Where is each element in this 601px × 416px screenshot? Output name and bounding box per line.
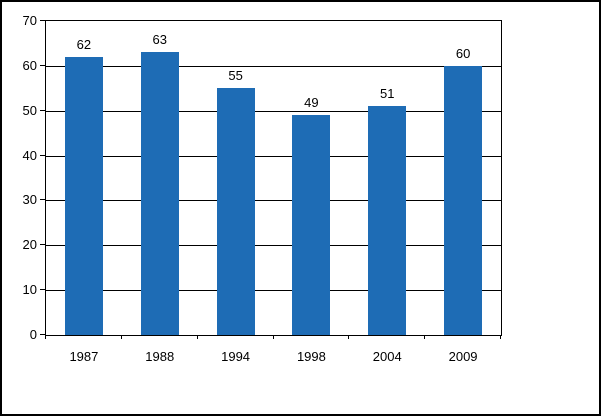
bar-value-label-1987: 62 <box>76 36 92 52</box>
gridline-40 <box>46 155 501 157</box>
bar-value-label-1998: 49 <box>304 95 319 111</box>
y-tick-label-30: 30 <box>22 192 37 208</box>
x-tick-1 <box>120 335 122 339</box>
y-tick-20 <box>40 244 45 246</box>
bar-2004 <box>368 106 407 335</box>
x-tick-4 <box>348 335 350 339</box>
y-tick-label-40: 40 <box>22 147 37 163</box>
gridline-50 <box>46 110 501 112</box>
y-tick-label-60: 60 <box>22 57 37 73</box>
x-tick-label-1998: 1998 <box>296 349 326 364</box>
y-tick-10 <box>40 289 45 291</box>
bar-value-label-1994: 55 <box>228 68 243 84</box>
y-tick-60 <box>40 64 45 66</box>
x-tick-5 <box>424 335 426 339</box>
y-tick-label-0: 0 <box>29 327 37 342</box>
bar-value-label-2009: 60 <box>455 45 471 61</box>
y-tick-label-70: 70 <box>22 13 37 28</box>
gridline-60 <box>46 65 501 67</box>
y-tick-label-50: 50 <box>22 102 37 118</box>
gridline-10 <box>46 290 501 292</box>
x-tick-label-1988: 1988 <box>145 349 175 364</box>
bar-2009 <box>444 65 483 335</box>
y-tick-label-20: 20 <box>22 237 37 253</box>
bar-1987 <box>64 56 103 335</box>
x-tick-label-1994: 1994 <box>221 349 251 364</box>
x-tick-3 <box>272 335 274 339</box>
y-tick-70 <box>40 20 45 21</box>
bar-1998 <box>292 115 331 335</box>
x-tick-label-1987: 1987 <box>69 349 99 364</box>
x-tick-label-2004: 2004 <box>372 349 402 364</box>
bar-1994 <box>216 88 255 335</box>
bar-value-label-1988: 63 <box>152 32 167 48</box>
gridline-20 <box>46 245 501 247</box>
bar-1988 <box>140 52 179 335</box>
y-tick-50 <box>40 109 45 111</box>
y-tick-40 <box>40 154 45 156</box>
bar-value-label-2004: 51 <box>380 86 395 102</box>
y-tick-label-10: 10 <box>22 282 37 298</box>
gridline-30 <box>46 200 501 202</box>
x-tick-0 <box>45 335 46 339</box>
x-tick-label-2009: 2009 <box>448 349 478 364</box>
y-tick-30 <box>40 199 45 201</box>
x-tick-6 <box>500 335 501 339</box>
plot-area <box>45 20 502 336</box>
y-tick-0 <box>40 334 45 335</box>
x-tick-2 <box>196 335 198 339</box>
